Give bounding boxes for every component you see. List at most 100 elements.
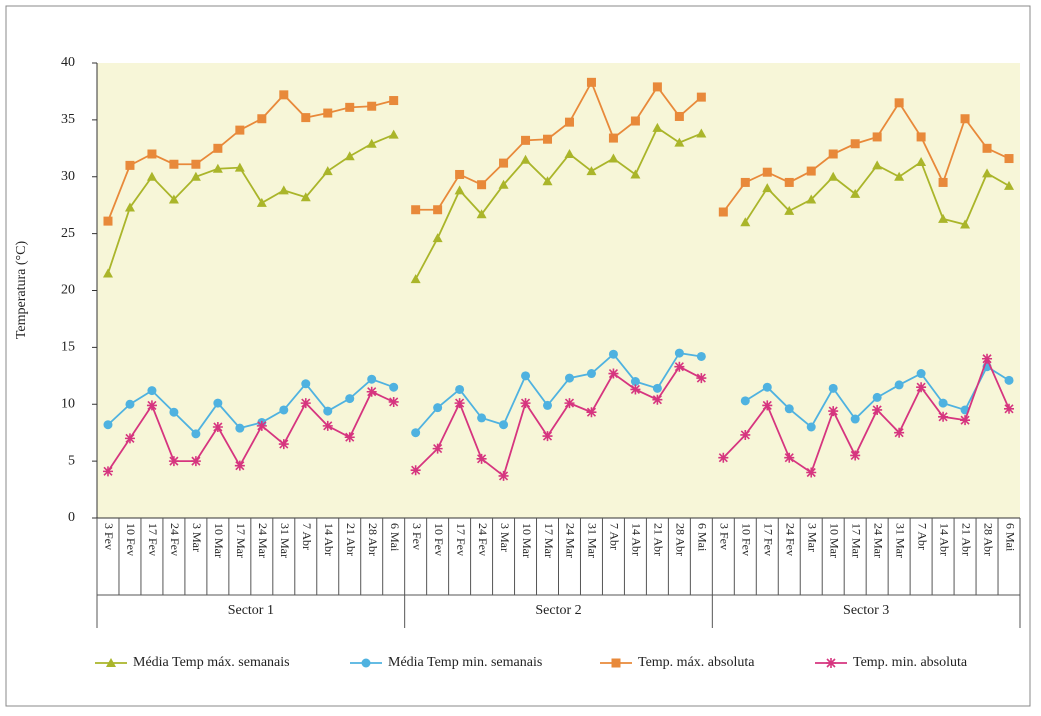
marker-triangle <box>432 233 443 243</box>
marker-star <box>696 373 707 384</box>
marker-star <box>344 432 355 443</box>
marker-circle <box>784 404 794 414</box>
marker-star <box>432 443 443 454</box>
marker-triangle <box>630 169 641 179</box>
y-tick-label: 10 <box>61 396 75 411</box>
marker-circle <box>630 377 640 386</box>
marker-circle <box>323 406 333 416</box>
marker-square <box>323 108 333 118</box>
marker-circle <box>361 658 371 668</box>
marker-square <box>674 111 684 121</box>
marker-square <box>169 159 179 169</box>
marker-triangle <box>212 163 223 173</box>
group-label: Sector 3 <box>843 603 889 618</box>
marker-star <box>146 400 157 411</box>
marker-triangle <box>476 209 487 219</box>
marker-square <box>103 216 113 226</box>
x-tick-label: 10 Fev <box>432 523 446 556</box>
marker-square <box>1004 154 1014 164</box>
marker-circle <box>389 382 399 392</box>
marker-triangle <box>322 166 333 176</box>
marker-square <box>191 159 201 169</box>
x-tick-label: 17 Fev <box>146 523 160 556</box>
x-tick-label: 14 Abr <box>630 523 644 556</box>
marker-square <box>718 207 728 217</box>
x-tick-label: 28 Abr <box>674 523 688 556</box>
marker-star <box>124 433 135 444</box>
marker-circle <box>696 351 706 361</box>
marker-circle <box>433 403 443 413</box>
marker-triangle <box>762 183 773 193</box>
marker-circle <box>652 383 662 393</box>
marker-star <box>718 452 729 463</box>
marker-circle <box>608 349 618 359</box>
marker-circle <box>586 369 596 379</box>
marker-square <box>235 125 245 135</box>
marker-star <box>454 398 465 409</box>
marker-star <box>498 470 509 481</box>
x-tick-label: 6 Mai <box>1003 523 1017 552</box>
marker-square <box>630 116 640 126</box>
marker-circle <box>367 374 377 384</box>
marker-triangle <box>388 129 399 139</box>
y-tick-label: 30 <box>61 169 75 184</box>
marker-square <box>960 114 970 124</box>
marker-square <box>543 134 553 144</box>
marker-star <box>190 456 201 467</box>
marker-circle <box>872 392 882 402</box>
marker-star <box>982 353 993 364</box>
marker-circle <box>1004 375 1014 385</box>
marker-square <box>367 101 377 111</box>
marker-triangle <box>366 138 377 148</box>
series-line <box>107 390 395 472</box>
marker-star <box>630 384 641 395</box>
marker-circle <box>345 394 355 404</box>
marker-square <box>894 98 904 108</box>
marker-star <box>762 400 773 411</box>
marker-triangle <box>234 162 245 172</box>
x-tick-label: 24 Fev <box>168 523 182 556</box>
marker-triangle <box>520 154 531 164</box>
x-tick-label: 3 Fev <box>102 523 116 550</box>
marker-square <box>279 90 289 100</box>
marker-star <box>278 439 289 450</box>
x-tick-label: 31 Mar <box>893 523 907 558</box>
x-tick-label: 10 Fev <box>124 523 138 556</box>
marker-circle <box>521 371 531 381</box>
x-tick-label: 21 Abr <box>959 523 973 556</box>
x-tick-label: 24 Mar <box>256 523 270 558</box>
marker-star <box>212 422 223 432</box>
marker-square <box>850 139 860 149</box>
marker-triangle <box>278 185 289 195</box>
marker-square <box>411 205 421 215</box>
y-tick-label: 20 <box>61 283 75 298</box>
plot-area <box>97 63 1020 518</box>
marker-circle <box>213 398 223 408</box>
x-tick-label: 17 Mar <box>542 523 556 558</box>
x-tick-label: 6 Mai <box>696 523 710 552</box>
marker-circle <box>169 407 179 417</box>
marker-triangle <box>542 176 553 186</box>
x-tick-label: 31 Mar <box>586 523 600 558</box>
marker-square <box>828 149 838 159</box>
marker-triangle <box>938 213 949 223</box>
legend-label: Média Temp máx. semanais <box>133 655 290 670</box>
marker-circle <box>477 413 487 423</box>
x-tick-label: 3 Fev <box>410 523 424 550</box>
marker-triangle <box>106 658 116 667</box>
x-tick-label: 28 Abr <box>981 523 995 556</box>
x-tick-label: 21 Abr <box>344 523 358 556</box>
x-tick-label: 7 Abr <box>915 523 929 550</box>
marker-square <box>696 92 706 102</box>
marker-square <box>455 169 465 179</box>
legend-item: Média Temp máx. semanais <box>95 655 290 670</box>
marker-star <box>826 658 836 668</box>
marker-star <box>740 429 751 440</box>
marker-star <box>388 396 399 407</box>
marker-star <box>256 420 267 431</box>
marker-star <box>234 460 245 471</box>
legend-label: Média Temp min. semanais <box>388 655 542 670</box>
y-tick-label: 35 <box>61 112 75 127</box>
marker-square <box>499 158 509 168</box>
